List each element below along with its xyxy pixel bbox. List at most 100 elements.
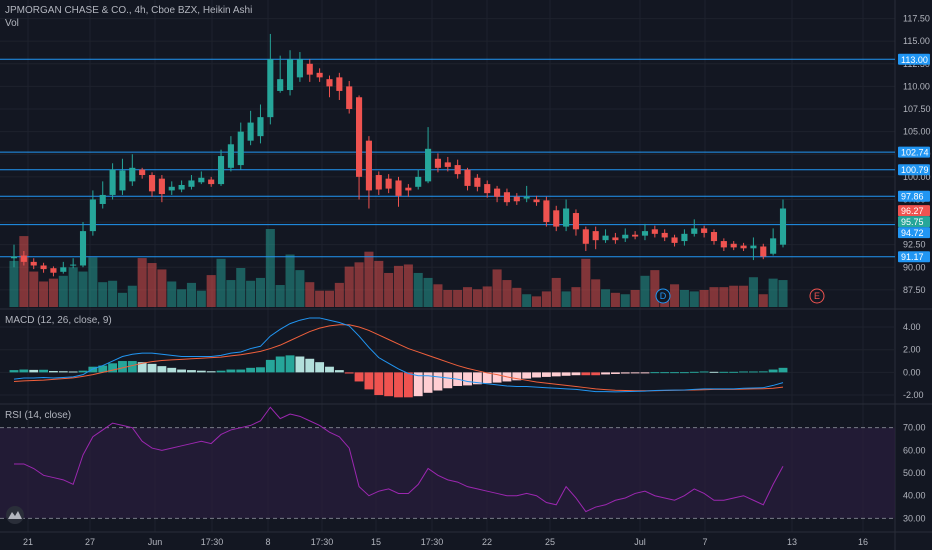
volume-bar xyxy=(157,269,167,307)
candle-body xyxy=(553,210,560,227)
candle-body xyxy=(651,229,658,234)
volume-bar xyxy=(561,291,571,307)
candle-body xyxy=(503,192,511,203)
candle-body xyxy=(425,148,432,182)
volume-bar xyxy=(177,289,187,307)
macd-histogram-bar xyxy=(344,372,354,374)
macd-histogram-bar xyxy=(561,372,571,376)
volume-bar xyxy=(758,294,768,307)
price-tick-label: 107.50 xyxy=(903,104,931,114)
candle-body xyxy=(237,131,244,166)
volume-bar xyxy=(39,281,49,307)
candle-body xyxy=(740,245,747,249)
candle-body xyxy=(119,170,126,191)
macd-histogram-bar xyxy=(147,363,157,373)
volume-bar xyxy=(393,265,404,307)
volume-bar xyxy=(581,258,591,307)
rsi-tick-label: 30.00 xyxy=(903,513,926,523)
dividend-marker[interactable] xyxy=(655,288,671,304)
volume-bar xyxy=(423,277,433,307)
candle-body xyxy=(89,199,96,232)
macd-histogram-bar xyxy=(758,371,768,373)
candle-body xyxy=(267,59,274,118)
macd-histogram-bar xyxy=(640,372,650,374)
candle-body xyxy=(109,169,116,195)
macd-histogram-bar xyxy=(29,369,39,373)
macd-histogram-bar xyxy=(679,372,689,374)
price-tick-label: 117.50 xyxy=(903,14,930,24)
macd-histogram-bar xyxy=(305,358,315,373)
macd-histogram-bar xyxy=(423,372,433,393)
macd-histogram-bar xyxy=(118,361,127,373)
macd-legend: MACD (12, 26, close, 9) xyxy=(5,315,112,326)
macd-histogram-bar xyxy=(739,371,749,373)
candle-body xyxy=(494,188,501,197)
volume-bar xyxy=(186,282,196,307)
macd-histogram-bar xyxy=(78,370,88,373)
macd-histogram-bar xyxy=(591,372,601,376)
volume-bar xyxy=(117,292,127,307)
candle-body xyxy=(395,180,402,196)
volume-bar xyxy=(591,279,601,307)
price-level-tag xyxy=(898,205,930,217)
volume-bar xyxy=(246,280,256,307)
macd-histogram-bar xyxy=(206,371,216,373)
volume-bar xyxy=(167,281,177,307)
candle-body xyxy=(592,231,599,241)
price-level-tag-label: 97.86 xyxy=(901,192,924,202)
volume-bar xyxy=(29,271,39,307)
candle-body xyxy=(227,144,234,168)
macd-histogram-bar xyxy=(108,363,118,373)
macd-histogram-bar xyxy=(433,372,443,391)
macd-histogram-bar xyxy=(187,370,196,373)
price-level-tag xyxy=(898,190,930,202)
price-tick-label: 105.00 xyxy=(903,127,931,137)
price-tick-label: 100.00 xyxy=(903,172,931,182)
candle-body xyxy=(760,246,767,257)
volume-legend: Vol xyxy=(5,18,19,29)
volume-bar xyxy=(462,287,473,307)
macd-histogram-bar xyxy=(196,370,206,373)
macd-tick-label: -2.00 xyxy=(903,390,924,400)
volume-bar xyxy=(305,282,315,307)
volume-bar xyxy=(236,268,246,307)
candle-body xyxy=(484,184,491,194)
candle-body xyxy=(375,175,382,190)
macd-histogram-bar xyxy=(48,371,58,373)
volume-bar xyxy=(295,270,305,307)
volume-bar xyxy=(147,263,157,307)
candle-body xyxy=(217,156,225,185)
volume-bar xyxy=(137,258,147,307)
candle-body xyxy=(533,199,540,203)
volume-bar xyxy=(364,251,374,307)
macd-histogram-bar xyxy=(729,371,739,373)
candle-body xyxy=(405,187,412,191)
x-axis-label: Jun xyxy=(148,537,163,547)
macd-histogram-bar xyxy=(157,366,167,373)
volume-bar xyxy=(551,277,561,307)
rsi-tick-label: 40.00 xyxy=(903,491,926,501)
volume-bar xyxy=(48,278,58,307)
volume-bar xyxy=(334,282,344,307)
volume-bar xyxy=(196,290,206,307)
macd-histogram-bar xyxy=(650,372,660,374)
candle-body xyxy=(139,169,146,176)
volume-bar xyxy=(768,278,778,307)
price-tick-label: 92.50 xyxy=(903,240,926,250)
macd-histogram-bar xyxy=(463,372,472,386)
macd-histogram-bar xyxy=(689,371,699,373)
candle-body xyxy=(434,158,441,168)
price-level-tag xyxy=(898,227,930,239)
price-level-tag xyxy=(898,164,930,176)
macd-histogram-bar xyxy=(256,367,265,373)
macd-histogram-bar xyxy=(522,372,532,379)
candle-body xyxy=(178,184,185,190)
candle-body xyxy=(277,79,284,91)
volume-bar xyxy=(748,277,758,307)
earnings-marker[interactable] xyxy=(809,288,825,304)
volume-bar xyxy=(78,271,88,307)
logo-icon xyxy=(8,511,22,519)
volume-bar xyxy=(640,275,650,307)
